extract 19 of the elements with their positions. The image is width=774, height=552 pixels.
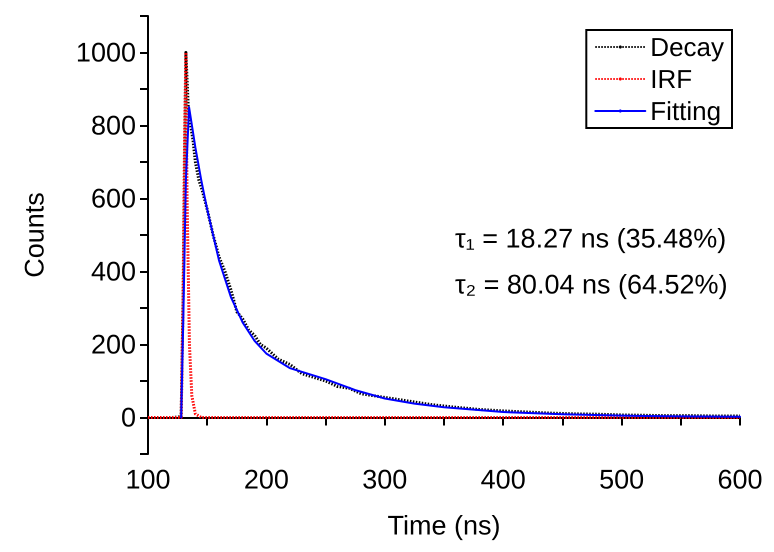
annotation: τ₂ = 80.04 ns (64.52%) [455, 270, 728, 300]
y-tick-label: 400 [90, 256, 136, 286]
x-tick-label: 400 [480, 464, 526, 494]
y-axis-title: Counts [20, 192, 50, 278]
annotation: τ₁ = 18.27 ns (35.48%) [455, 224, 726, 254]
x-tick-label: 600 [717, 464, 763, 494]
y-tick-label: 1000 [76, 38, 136, 68]
x-axis-title: Time (ns) [388, 510, 500, 540]
x-tick-label: 200 [244, 464, 289, 494]
legend-label: IRF [650, 64, 692, 94]
x-tick-label: 300 [362, 464, 408, 494]
y-tick-label: 200 [90, 330, 136, 360]
legend-label: Fitting [650, 96, 722, 126]
x-tick-label: 500 [599, 464, 644, 494]
legend-label: Decay [650, 32, 724, 62]
y-tick-label: 800 [90, 110, 136, 140]
y-tick-label: 0 [120, 402, 136, 432]
x-tick-label: 100 [125, 464, 171, 494]
y-tick-label: 600 [90, 184, 136, 214]
